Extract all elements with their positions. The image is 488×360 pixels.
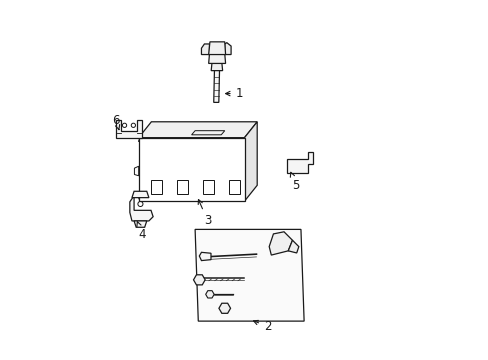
Polygon shape: [286, 152, 313, 173]
Polygon shape: [205, 291, 214, 298]
Polygon shape: [193, 275, 205, 285]
Polygon shape: [213, 64, 219, 102]
Polygon shape: [134, 166, 139, 176]
Text: 4: 4: [137, 222, 146, 241]
Polygon shape: [199, 252, 210, 261]
Bar: [229, 180, 239, 194]
Polygon shape: [244, 122, 257, 201]
Polygon shape: [195, 229, 304, 321]
Polygon shape: [130, 195, 153, 221]
Bar: [203, 180, 213, 194]
Polygon shape: [287, 240, 298, 253]
Polygon shape: [208, 42, 225, 55]
Polygon shape: [116, 120, 142, 138]
Polygon shape: [132, 191, 148, 198]
Bar: [177, 180, 187, 194]
Polygon shape: [219, 303, 230, 313]
Text: 6: 6: [112, 113, 120, 130]
Polygon shape: [269, 232, 292, 255]
Polygon shape: [201, 44, 209, 55]
Bar: [151, 180, 162, 194]
Polygon shape: [139, 138, 244, 201]
Polygon shape: [211, 62, 222, 71]
Polygon shape: [224, 43, 231, 55]
Text: 3: 3: [198, 199, 211, 227]
Text: 1: 1: [225, 87, 243, 100]
Text: 2: 2: [253, 320, 271, 333]
Polygon shape: [208, 54, 225, 63]
Text: 5: 5: [290, 172, 299, 192]
Polygon shape: [134, 221, 146, 227]
Polygon shape: [139, 122, 257, 138]
